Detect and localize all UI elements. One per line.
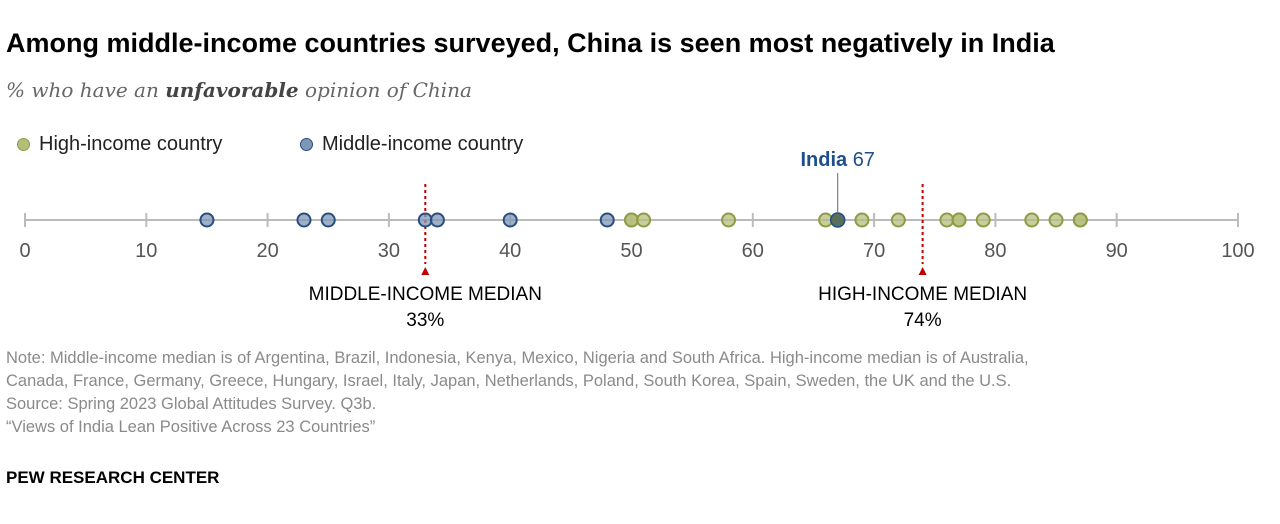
median-triangle-icon [918, 267, 927, 275]
india-value: 67 [853, 149, 875, 171]
legend-dot-icon [300, 138, 313, 151]
legend-high-income: High-income country [17, 133, 222, 156]
data-point [951, 212, 967, 228]
data-point [599, 212, 615, 228]
report-title-line: “Views of India Lean Positive Across 23 … [6, 418, 376, 436]
note-line: Note: Middle-income median is of Argenti… [6, 349, 1029, 367]
data-point [502, 212, 518, 228]
data-point [721, 212, 737, 228]
data-point [1072, 212, 1088, 228]
tick-label: 10 [135, 240, 157, 262]
subtitle-prefix: % who have an [6, 78, 166, 102]
tick-label: 100 [1221, 240, 1254, 262]
india-data-point [829, 212, 846, 228]
data-point [624, 212, 639, 228]
footer-logo-text: PEW RESEARCH CENTER [6, 468, 220, 487]
data-point [417, 212, 433, 228]
data-point [1024, 212, 1040, 228]
tick-label: 90 [1106, 240, 1128, 262]
tick-label: 30 [378, 240, 400, 262]
data-point [1048, 212, 1064, 228]
median-label: HIGH-INCOME MEDIAN [818, 284, 1028, 305]
subtitle-suffix: opinion of China [298, 78, 472, 102]
data-point [636, 212, 652, 228]
dot-plot: 0 10 20 30 40 50 60 70 80 90 100 India 67 [19, 149, 1255, 275]
chart-subtitle: % who have an unfavorable opinion of Chi… [6, 78, 472, 102]
tick-label: 0 [19, 240, 30, 262]
tick-label: 80 [984, 240, 1006, 262]
data-point [854, 212, 870, 228]
source-line: Source: Spring 2023 Global Attitudes Sur… [6, 395, 377, 413]
chart-title: Among middle-income countries surveyed, … [6, 28, 1055, 58]
data-point [296, 212, 312, 228]
legend-label: High-income country [39, 133, 223, 155]
median-label: MIDDLE-INCOME MEDIAN [308, 284, 542, 305]
notes: Note: Middle-income median is of Argenti… [6, 347, 1029, 439]
median-triangle-icon [421, 267, 430, 275]
tick-label: 60 [742, 240, 764, 262]
india-name: India [800, 149, 852, 171]
data-point [939, 212, 955, 228]
legend-middle-income: Middle-income country [300, 133, 523, 156]
legend-dot-icon [17, 138, 30, 151]
median-label-high: HIGH-INCOME MEDIAN 74% [773, 282, 1073, 334]
data-point [890, 212, 906, 228]
median-value: 33% [406, 310, 445, 331]
tick-label: 50 [620, 240, 642, 262]
tick-label: 40 [499, 240, 521, 262]
subtitle-bold: unfavorable [165, 78, 299, 102]
legend-label: Middle-income country [322, 133, 524, 155]
india-label: India 67 [800, 149, 874, 171]
median-value: 74% [903, 310, 942, 331]
tick-label: 20 [256, 240, 278, 262]
data-point [975, 212, 991, 228]
note-line: Canada, France, Germany, Greece, Hungary… [6, 372, 1012, 390]
data-point [429, 212, 445, 228]
data-point [199, 212, 215, 228]
median-label-middle: MIDDLE-INCOME MEDIAN 33% [275, 282, 575, 334]
tick-label: 70 [863, 240, 885, 262]
data-point [320, 212, 336, 228]
